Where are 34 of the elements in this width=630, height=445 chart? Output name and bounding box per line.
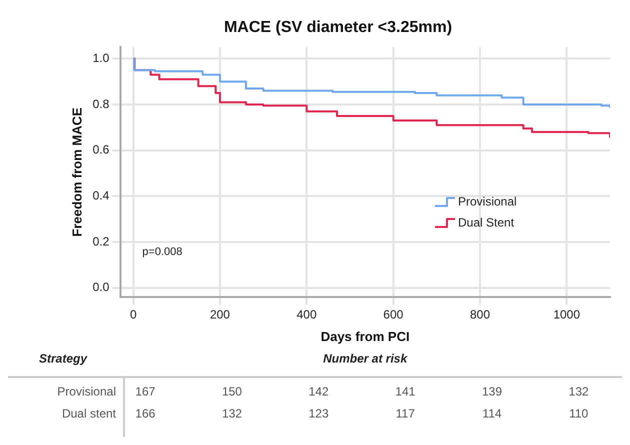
- text: 141: [395, 384, 416, 398]
- x-tick-label: 600: [383, 308, 404, 322]
- text: 117: [396, 406, 416, 420]
- y-tick-label: 0.8: [92, 96, 110, 111]
- text: 132: [568, 384, 589, 398]
- text: Number at risk: [323, 351, 408, 366]
- y-tick-label: 1.0: [92, 50, 110, 65]
- y-axis-title: Freedom from MACE: [69, 107, 84, 237]
- text: 114: [482, 406, 502, 420]
- text: 166: [135, 406, 156, 420]
- text: 123: [308, 406, 329, 420]
- text: Strategy: [38, 351, 88, 366]
- text: 132: [222, 406, 242, 420]
- text: 110: [569, 406, 589, 420]
- text: 139: [482, 384, 502, 398]
- x-axis-title: Days from PCI: [320, 328, 410, 344]
- text: Provisional: [57, 384, 116, 398]
- text: 167: [135, 384, 156, 398]
- y-tick-label: 0.6: [92, 142, 110, 157]
- x-tick-label: 800: [470, 308, 490, 322]
- y-tick-label: 0.2: [92, 234, 110, 248]
- x-tick-label: 1000: [553, 308, 580, 322]
- x-tick-label: 200: [210, 308, 230, 322]
- chart-title: MACE (SV diameter <3.25mm): [224, 19, 452, 36]
- y-tick-label: 0.4: [92, 188, 110, 202]
- legend-label: Dual Stent: [458, 215, 515, 230]
- x-tick-label: 0: [130, 308, 137, 322]
- annotation: p=0.008: [142, 246, 182, 258]
- text: 150: [222, 384, 242, 398]
- legend-label: Provisional: [458, 194, 517, 208]
- x-tick-label: 400: [296, 308, 317, 322]
- y-tick-label: 0.0: [92, 280, 110, 294]
- text: Dual stent: [62, 406, 117, 420]
- text: 142: [308, 384, 329, 398]
